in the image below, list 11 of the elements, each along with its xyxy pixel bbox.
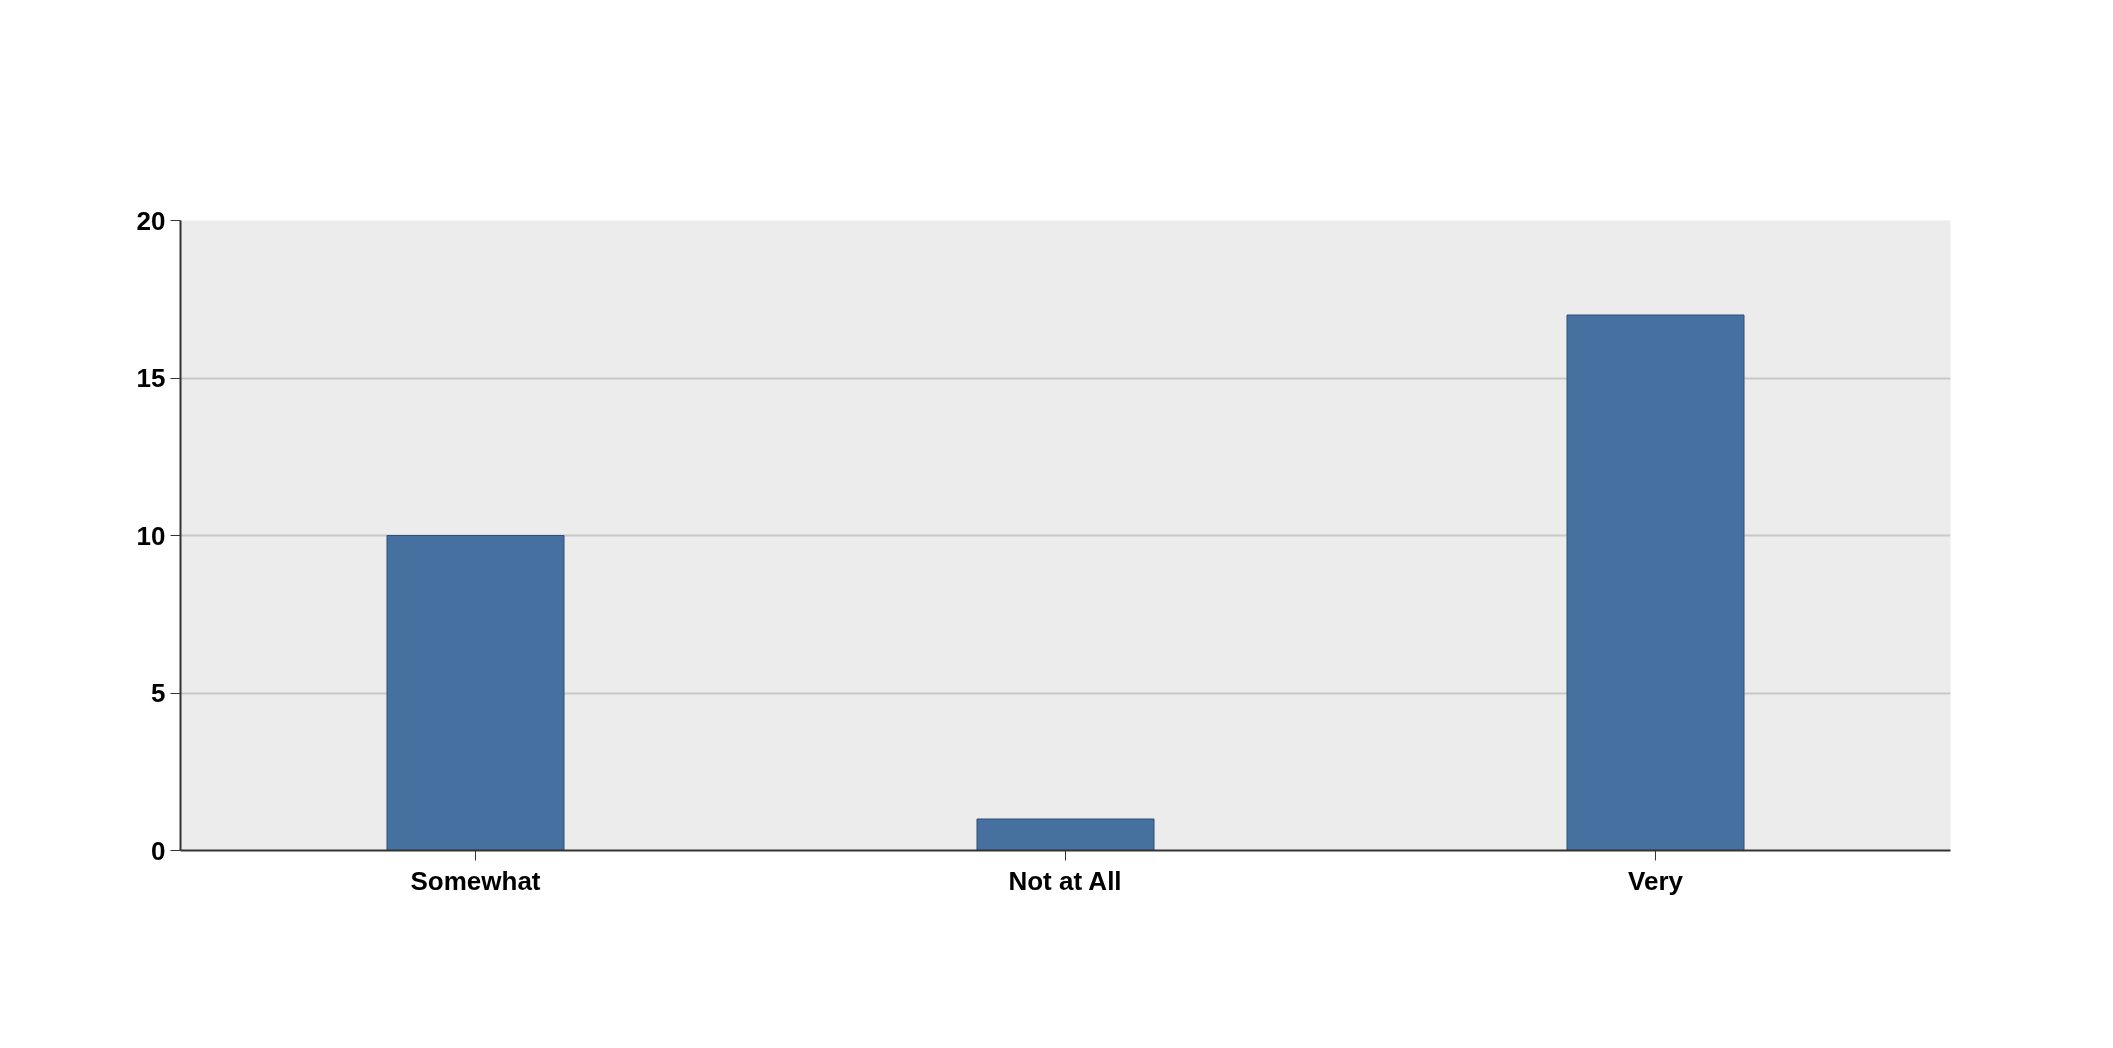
- y-tick-label: 5: [151, 678, 166, 708]
- x-tick-label: Somewhat: [410, 865, 541, 896]
- bar: [976, 818, 1155, 851]
- bar: [386, 535, 565, 851]
- y-tick-label: 0: [151, 835, 166, 866]
- y-tick-label: 10: [136, 520, 166, 551]
- y-tick-label: 15: [136, 363, 166, 393]
- bar: [1566, 314, 1745, 851]
- x-tick-label: Not at All: [1008, 865, 1122, 896]
- x-tick-label: Very: [1628, 865, 1684, 896]
- y-tick-label: 20: [136, 205, 166, 236]
